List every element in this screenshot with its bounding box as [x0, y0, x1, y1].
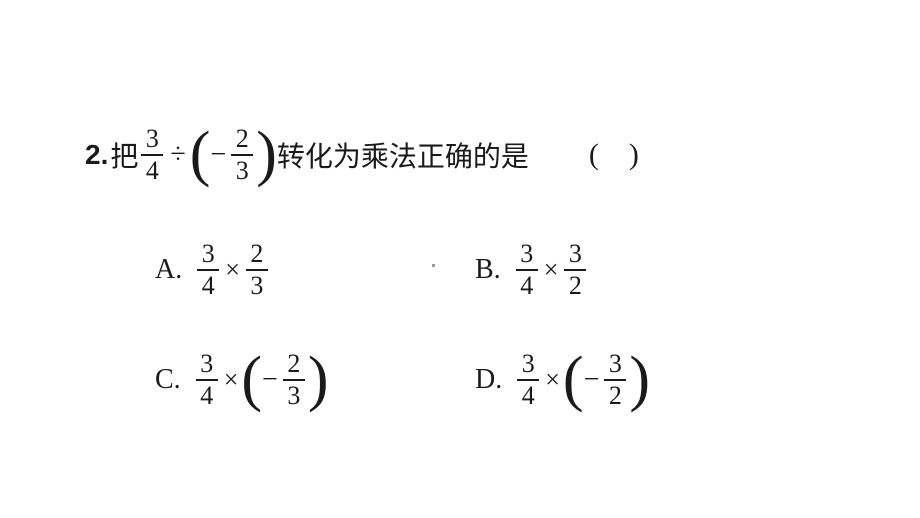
option-a-right-frac: 2 3: [246, 241, 268, 299]
option-row-2: C. 3 4 × ( − 2 3 ) D.: [155, 345, 805, 415]
frac-num: 2: [284, 351, 303, 377]
frac-den: 4: [519, 383, 538, 409]
divisor-sign: −: [210, 139, 226, 171]
divisor-fraction: 2 3: [231, 126, 253, 184]
option-row-1: A. 3 4 × 2 3 B. 3 4: [155, 235, 805, 305]
frac-num: 3: [517, 241, 536, 267]
option-c: C. 3 4 × ( − 2 3 ): [155, 345, 475, 415]
frac-den: 4: [199, 273, 218, 299]
frac-den: 4: [197, 383, 216, 409]
frac-num: 3: [197, 351, 216, 377]
frac-num: 3: [519, 351, 538, 377]
option-a-label: A.: [155, 254, 182, 286]
option-b-op: ×: [544, 255, 559, 285]
question-line: 2. 把 3 4 ÷ ( − 2 3 ) 转化为乘法正确的是 (): [85, 120, 669, 190]
frac-num: 3: [566, 241, 585, 267]
option-d-right-frac: 3 2: [604, 351, 626, 409]
dividend-fraction: 3 4: [141, 126, 163, 184]
option-a: A. 3 4 × 2 3: [155, 235, 475, 305]
divisor-num: 2: [233, 126, 252, 152]
dividend-num: 3: [143, 126, 162, 152]
option-b-left-frac: 3 4: [516, 241, 538, 299]
frac-num: 3: [199, 241, 218, 267]
neg-sign: −: [262, 364, 278, 396]
question-number: 2.: [85, 139, 108, 171]
frac-num: 2: [247, 241, 266, 267]
option-d-label: D.: [475, 364, 502, 396]
neg-sign: −: [584, 364, 600, 396]
option-b-label: B.: [475, 254, 501, 286]
page: 2. 把 3 4 ÷ ( − 2 3 ) 转化为乘法正确的是 () A.: [0, 0, 920, 518]
option-d-left-frac: 3 4: [517, 351, 539, 409]
blank-open: (: [589, 138, 629, 171]
frac-den: 4: [517, 273, 536, 299]
option-d-op: ×: [545, 365, 560, 395]
question-suffix: 转化为乘法正确的是: [277, 135, 529, 175]
frac-den: 3: [247, 273, 266, 299]
option-c-right-frac: 2 3: [283, 351, 305, 409]
option-b: B. 3 4 × 3 2: [475, 235, 795, 305]
frac-num: 3: [606, 351, 625, 377]
option-d: D. 3 4 × ( − 3 2 ): [475, 345, 795, 415]
divide-op: ÷: [170, 139, 185, 171]
option-c-label: C.: [155, 364, 181, 396]
answer-blank: (): [589, 138, 669, 172]
option-a-left-frac: 3 4: [197, 241, 219, 299]
blank-close: ): [629, 138, 669, 171]
frac-den: 2: [566, 273, 585, 299]
option-b-right-frac: 3 2: [564, 241, 586, 299]
question-prefix: 把: [110, 135, 138, 175]
divisor-den: 3: [233, 158, 252, 184]
dividend-den: 4: [143, 158, 162, 184]
option-c-left-frac: 3 4: [196, 351, 218, 409]
frac-den: 2: [606, 383, 625, 409]
options: A. 3 4 × 2 3 B. 3 4: [155, 235, 805, 455]
option-c-op: ×: [224, 365, 239, 395]
frac-den: 3: [284, 383, 303, 409]
option-a-op: ×: [225, 255, 240, 285]
